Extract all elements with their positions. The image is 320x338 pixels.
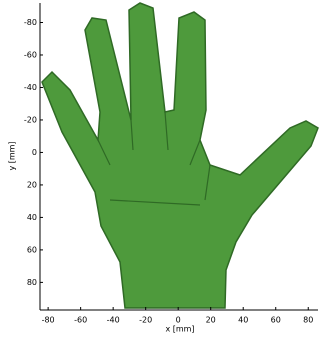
- chart: x [mm] y [mm] -80 -60 -40 -20 0 20 40 60 80 -80 -6…: [0, 0, 320, 338]
- y-axis-label: y [mm]: [8, 141, 17, 170]
- y-tick-label: 60: [27, 245, 37, 254]
- x-tick-label: 20: [206, 316, 216, 325]
- x-tick-label: 60: [271, 316, 281, 325]
- y-tick-label: -80: [24, 18, 37, 27]
- y-tick-label: 40: [27, 213, 37, 222]
- x-axis-label: x [mm]: [165, 325, 194, 334]
- y-tick-label: 80: [27, 278, 37, 287]
- x-tick-label: 40: [238, 316, 248, 325]
- y-tick-label: -60: [24, 50, 37, 59]
- x-tick-label: -60: [74, 316, 87, 325]
- y-tick-label: -20: [24, 115, 37, 124]
- x-tick-label: -40: [107, 316, 120, 325]
- y-tick-label: 0: [32, 148, 37, 157]
- x-tick-label: 80: [303, 316, 313, 325]
- x-tick-label: -80: [42, 316, 55, 325]
- x-tick-label: 0: [176, 316, 181, 325]
- x-tick-label: -20: [139, 316, 152, 325]
- hand-shape: [42, 3, 318, 308]
- y-tick-label: -40: [24, 83, 37, 92]
- hand-render: [42, 3, 318, 308]
- page: x [mm] y [mm] -80 -60 -40 -20 0 20 40 60 80 -80 -6…: [0, 0, 320, 338]
- y-tick-label: 20: [27, 180, 37, 189]
